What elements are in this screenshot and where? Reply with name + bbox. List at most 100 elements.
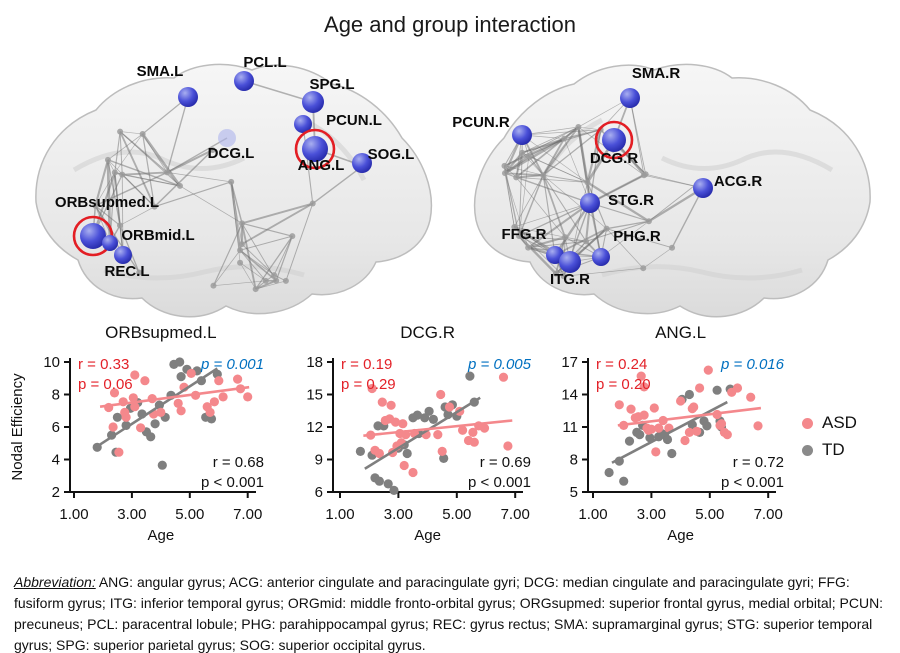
network-edge (142, 133, 168, 173)
x-axis-label: Age (147, 527, 174, 544)
scatter-point (624, 436, 635, 446)
network-edge (542, 174, 587, 242)
network-edge (521, 134, 588, 183)
scatter-point (150, 419, 160, 429)
network-junction (560, 273, 567, 280)
scatter-point (408, 467, 418, 478)
network-junction (151, 203, 158, 210)
network-edge (107, 133, 143, 161)
y-tick-label: 5 (570, 484, 578, 501)
network-edge (95, 172, 116, 206)
legend-item-asd: ASD (802, 413, 857, 433)
asd-points (614, 365, 763, 457)
network-edge (504, 165, 544, 176)
network-edge (629, 97, 645, 176)
network-edge (643, 174, 704, 189)
scatter-point (128, 393, 138, 403)
x-tick-label: 5.00 (175, 506, 204, 523)
interaction-p-stat: p = 0.016 (720, 356, 785, 373)
x-axis-label: Age (414, 527, 441, 544)
network-edge (121, 174, 124, 256)
scatter-point (130, 370, 140, 380)
scatter-point (428, 414, 438, 424)
scatter-point (654, 423, 664, 433)
network-junction (640, 265, 647, 272)
scatter-point (374, 448, 384, 459)
scatter-point (390, 417, 401, 427)
network-edge (241, 202, 314, 245)
panel-title: ORBsupmed.L (105, 323, 217, 342)
axes (327, 358, 523, 498)
td-p-stat: p < 0.001 (721, 474, 784, 491)
network-edge (95, 171, 168, 207)
network-junction (669, 244, 676, 251)
brain-node-ANG.L (302, 136, 328, 162)
x-tick-label: 7.00 (233, 506, 262, 523)
network-junction (516, 233, 523, 240)
scatter-point (157, 460, 167, 470)
y-tick-label: 18 (306, 354, 323, 371)
brain-node-PCUN.L (294, 115, 312, 133)
y-tick-label: 11 (562, 419, 578, 436)
x-tick-label: 1.00 (325, 506, 354, 523)
brain-silhouette (473, 63, 871, 318)
scatter-point (355, 446, 365, 456)
network-edge (514, 202, 591, 228)
network-junction (119, 171, 126, 178)
scatter-point (402, 448, 412, 459)
network-edge (648, 181, 700, 222)
network-junction (501, 170, 508, 177)
td-trend-line (364, 396, 481, 470)
scatter-point (112, 412, 122, 422)
network-edge (119, 131, 123, 175)
brain-node-label-ANG.L: ANG.L (298, 157, 345, 174)
network-edge (513, 175, 544, 228)
scatter-point (722, 430, 732, 440)
panel-title: DCG.R (400, 323, 455, 342)
network-junction (584, 179, 591, 186)
network-edge (586, 129, 602, 183)
network-edge (94, 205, 140, 273)
y-tick-label: 17 (561, 354, 578, 371)
x-tick-label: 7.00 (501, 506, 530, 523)
network-edge (285, 203, 314, 282)
x-tick-label: 3.00 (637, 506, 666, 523)
network-junction (209, 147, 216, 154)
brain-node-ORBsupmed.L (80, 223, 106, 249)
brain-node-SMA.R (620, 88, 640, 108)
asd-p-stat: p = 0.29 (341, 376, 396, 393)
scatter-panel-dcg: DCG.R 6 9 12 15 18 1.00 3.00 5.00 7.00 Age r = 0.19… (306, 323, 531, 544)
scatter-point (479, 423, 490, 433)
network-junction (176, 182, 183, 189)
scatter-point (436, 389, 446, 400)
brain-node-PCUN.R (512, 125, 532, 145)
network-junction (238, 241, 245, 248)
asd-p-stat: p = 0.20 (596, 376, 651, 393)
td-r-stat: r = 0.69 (480, 454, 531, 471)
scatter-point (214, 376, 224, 386)
network-junction (511, 223, 518, 230)
y-tick-label: 9 (315, 452, 323, 469)
network-edge (312, 165, 364, 205)
brain-node-ACG.R (693, 178, 713, 198)
network-edge (542, 126, 580, 176)
scatter-point (173, 398, 183, 408)
network-edge (515, 176, 591, 204)
brain-node-label-SPG.L: SPG.L (309, 76, 354, 93)
asd-dot-icon (802, 417, 813, 429)
network-junction (282, 277, 289, 284)
network-junction (271, 272, 278, 279)
network-edge (518, 235, 557, 275)
scatter-point (437, 446, 447, 456)
scatter-point (444, 402, 455, 412)
left-brain-diagram: SMA.L PCL.L SPG.L PCUN.L DCG.L ANG.L SOG.L ORBs… (35, 54, 433, 318)
network-junction (104, 156, 111, 163)
brain-node-label-ACG.R: ACG.R (714, 173, 763, 190)
scatter-panel-ang: ANG.L 5 8 11 14 17 1.00 3.00 5.00 7.00 Age r = 0.24… (561, 323, 785, 544)
network-junction (228, 178, 235, 185)
brain-node-PCL.L (234, 71, 254, 91)
scatter-point (243, 392, 253, 402)
scatter-point (716, 419, 727, 429)
scatter-point (108, 422, 118, 432)
